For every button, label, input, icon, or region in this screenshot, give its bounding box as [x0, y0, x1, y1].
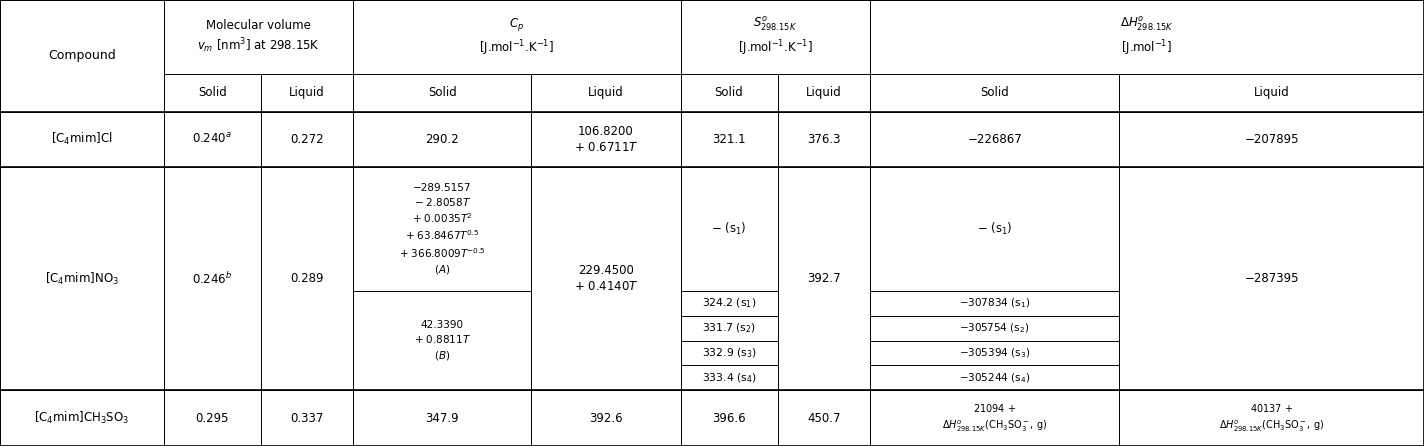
Text: 376.3: 376.3 [807, 133, 840, 146]
Bar [261, 112, 353, 167]
Text: 321.1: 321.1 [712, 133, 746, 146]
Text: Solid: Solid [715, 86, 743, 99]
Bar [1119, 390, 1424, 446]
Text: Compound: Compound [48, 49, 115, 62]
Text: $C_p$
[J.mol$^{-1}$.K$^{-1}$]: $C_p$ [J.mol$^{-1}$.K$^{-1}$] [480, 16, 554, 58]
Text: 0.289: 0.289 [290, 272, 323, 285]
Bar [1119, 74, 1424, 112]
Text: Liquid: Liquid [289, 86, 325, 99]
Text: 396.6: 396.6 [712, 412, 746, 425]
Bar [870, 316, 1119, 341]
Bar [353, 0, 681, 74]
Bar [164, 0, 353, 74]
Text: 392.6: 392.6 [590, 412, 622, 425]
Text: Solid: Solid [980, 86, 1010, 99]
Text: 331.7 (s$_2$): 331.7 (s$_2$) [702, 322, 756, 335]
Bar [0, 167, 164, 390]
Text: −305244 (s$_4$): −305244 (s$_4$) [960, 371, 1030, 384]
Bar [681, 390, 778, 446]
Text: 332.9 (s$_3$): 332.9 (s$_3$) [702, 346, 756, 360]
Bar [870, 0, 1424, 74]
Text: 450.7: 450.7 [807, 412, 840, 425]
Text: Liquid: Liquid [806, 86, 842, 99]
Text: −289.5157
− 2.8058$T$
$+$ 0.0035$T$$^2$
$+$ 63.8467$T$$^{0.5}$
$+$ 366.8009$T$$^: −289.5157 − 2.8058$T$ $+$ 0.0035$T$$^2$ … [399, 183, 486, 276]
Bar [164, 390, 261, 446]
Text: [C$_4$mim]Cl: [C$_4$mim]Cl [51, 131, 112, 148]
Text: 42.3390
$+$ 0.8811$T$
$(B)$: 42.3390 $+$ 0.8811$T$ $(B)$ [413, 320, 471, 362]
Text: Liquid: Liquid [588, 86, 624, 99]
Bar [353, 291, 531, 390]
Text: −305754 (s$_2$): −305754 (s$_2$) [960, 322, 1030, 335]
Bar [531, 112, 681, 167]
Text: −226867: −226867 [967, 133, 1022, 146]
Bar [353, 167, 531, 291]
Text: [C$_4$mim]NO$_3$: [C$_4$mim]NO$_3$ [46, 271, 118, 287]
Text: 333.4 (s$_4$): 333.4 (s$_4$) [702, 371, 756, 384]
Bar [531, 390, 681, 446]
Bar [1119, 167, 1424, 390]
Text: 0.337: 0.337 [290, 412, 323, 425]
Bar [164, 74, 261, 112]
Bar [870, 390, 1119, 446]
Text: 0.240$^a$: 0.240$^a$ [192, 132, 232, 146]
Text: 21094 $+$
$\Delta H^o_{298.15K}$(CH$_3$SO$_3^-$, g): 21094 $+$ $\Delta H^o_{298.15K}$(CH$_3$S… [943, 402, 1047, 434]
Bar [870, 365, 1119, 390]
Bar [261, 74, 353, 112]
Bar [164, 112, 261, 167]
Text: Solid: Solid [198, 86, 226, 99]
Bar [681, 74, 778, 112]
Bar [778, 390, 870, 446]
Bar [681, 291, 778, 316]
Bar [870, 74, 1119, 112]
Bar [681, 365, 778, 390]
Bar [681, 341, 778, 365]
Bar [0, 390, 164, 446]
Bar [261, 167, 353, 390]
Bar [1119, 112, 1424, 167]
Text: −307834 (s$_1$): −307834 (s$_1$) [960, 297, 1030, 310]
Text: $\Delta H^o_{298.15K}$
[J.mol$^{-1}$]: $\Delta H^o_{298.15K}$ [J.mol$^{-1}$] [1121, 16, 1173, 58]
Text: −287395: −287395 [1245, 272, 1299, 285]
Text: $-$ (s$_1$): $-$ (s$_1$) [977, 221, 1012, 237]
Bar [870, 341, 1119, 365]
Text: 0.246$^b$: 0.246$^b$ [192, 271, 232, 287]
Bar [681, 316, 778, 341]
Text: 347.9: 347.9 [426, 412, 459, 425]
Bar [353, 74, 531, 112]
Bar [0, 0, 164, 112]
Bar [261, 390, 353, 446]
Bar [681, 167, 778, 291]
Text: Liquid: Liquid [1253, 86, 1290, 99]
Bar [353, 390, 531, 446]
Text: 392.7: 392.7 [807, 272, 840, 285]
Bar [531, 74, 681, 112]
Text: −207895: −207895 [1245, 133, 1299, 146]
Bar [870, 167, 1119, 291]
Text: $-$ (s$_1$): $-$ (s$_1$) [711, 221, 748, 237]
Text: Molecular volume
$v_m$ [nm$^3$] at 298.15K: Molecular volume $v_m$ [nm$^3$] at 298.1… [197, 19, 320, 55]
Bar [681, 0, 870, 74]
Bar [531, 167, 681, 390]
Bar [870, 112, 1119, 167]
Bar [870, 291, 1119, 316]
Bar [0, 112, 164, 167]
Text: 324.2 (s$_1$): 324.2 (s$_1$) [702, 297, 756, 310]
Bar [164, 167, 261, 390]
Bar [681, 112, 778, 167]
Text: 0.295: 0.295 [195, 412, 229, 425]
Bar [778, 112, 870, 167]
Text: [C$_4$mim]CH$_3$SO$_3$: [C$_4$mim]CH$_3$SO$_3$ [34, 410, 130, 426]
Text: −305394 (s$_3$): −305394 (s$_3$) [960, 346, 1030, 360]
Bar [778, 167, 870, 390]
Text: 229.4500
$+$ 0.4140$T$: 229.4500 $+$ 0.4140$T$ [574, 264, 638, 293]
Text: 106.8200
$+$ 0.6711$T$: 106.8200 $+$ 0.6711$T$ [574, 124, 638, 154]
Bar [353, 112, 531, 167]
Text: 40137 $+$
$\Delta H^o_{298.15K}$(CH$_3$SO$_3^-$, g): 40137 $+$ $\Delta H^o_{298.15K}$(CH$_3$S… [1219, 402, 1324, 434]
Bar [778, 74, 870, 112]
Text: $S^o_{298.15K}$
[J.mol$^{-1}$.K$^{-1}$]: $S^o_{298.15K}$ [J.mol$^{-1}$.K$^{-1}$] [738, 16, 813, 58]
Text: 0.272: 0.272 [290, 133, 323, 146]
Text: 290.2: 290.2 [426, 133, 459, 146]
Text: Solid: Solid [427, 86, 457, 99]
